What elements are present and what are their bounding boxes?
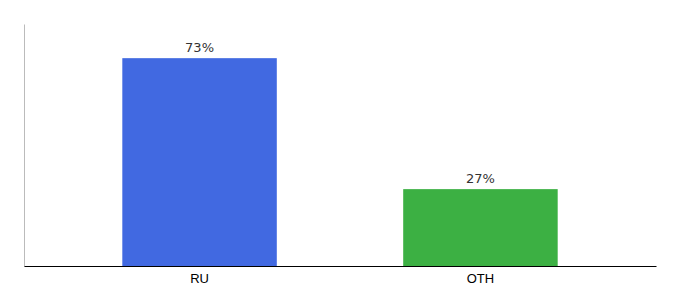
- x-tick-label: RU: [190, 271, 209, 286]
- x-tick: OTH: [467, 271, 494, 286]
- data-label: 73%: [185, 40, 214, 55]
- bars: [122, 58, 557, 266]
- x-tick-label: OTH: [467, 271, 494, 286]
- bar: [122, 58, 276, 266]
- x-axis-line: [25, 266, 657, 267]
- chart: RU OTH 73% 27%: [0, 0, 680, 300]
- data-label: 27%: [466, 171, 495, 186]
- bar: [403, 189, 557, 266]
- plot-area: RU OTH 73% 27%: [25, 25, 657, 287]
- x-tick: RU: [190, 271, 209, 286]
- data-labels: 73% 27%: [185, 40, 495, 186]
- y-axis: [24, 25, 25, 267]
- y-axis-line: [24, 25, 25, 267]
- x-axis: RU OTH: [25, 267, 657, 287]
